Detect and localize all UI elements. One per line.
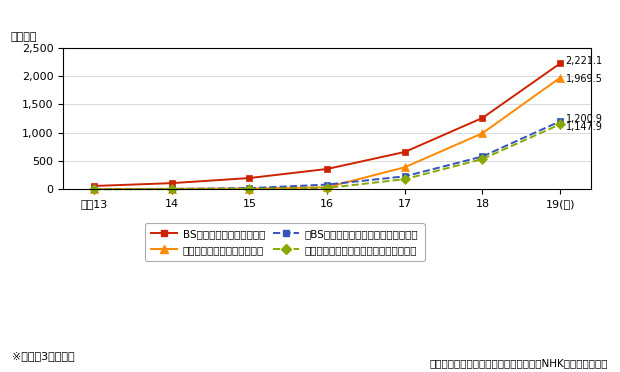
Text: 2,221.1: 2,221.1 bbox=[565, 55, 603, 65]
Text: 1,969.5: 1,969.5 bbox=[565, 74, 603, 84]
Text: 1,147.9: 1,147.9 bbox=[565, 122, 603, 132]
Text: （万台）: （万台） bbox=[11, 32, 37, 42]
Text: ※　各年3月の数値: ※ 各年3月の数値 bbox=[12, 351, 75, 361]
Text: 社団法人電子情報技術産業協会資料及びNHK資料により作成: 社団法人電子情報技術産業協会資料及びNHK資料により作成 bbox=[429, 358, 608, 368]
Text: 1,200.9: 1,200.9 bbox=[565, 114, 603, 124]
Legend: BSデジタル放送受信機合計, 地上デジタル放送受信機合計, （BSデジタル受信可能な薄型テレビ）, （地上デジタル受信可能な薄型テレビ）: BSデジタル放送受信機合計, 地上デジタル放送受信機合計, （BSデジタル受信可… bbox=[145, 223, 425, 261]
